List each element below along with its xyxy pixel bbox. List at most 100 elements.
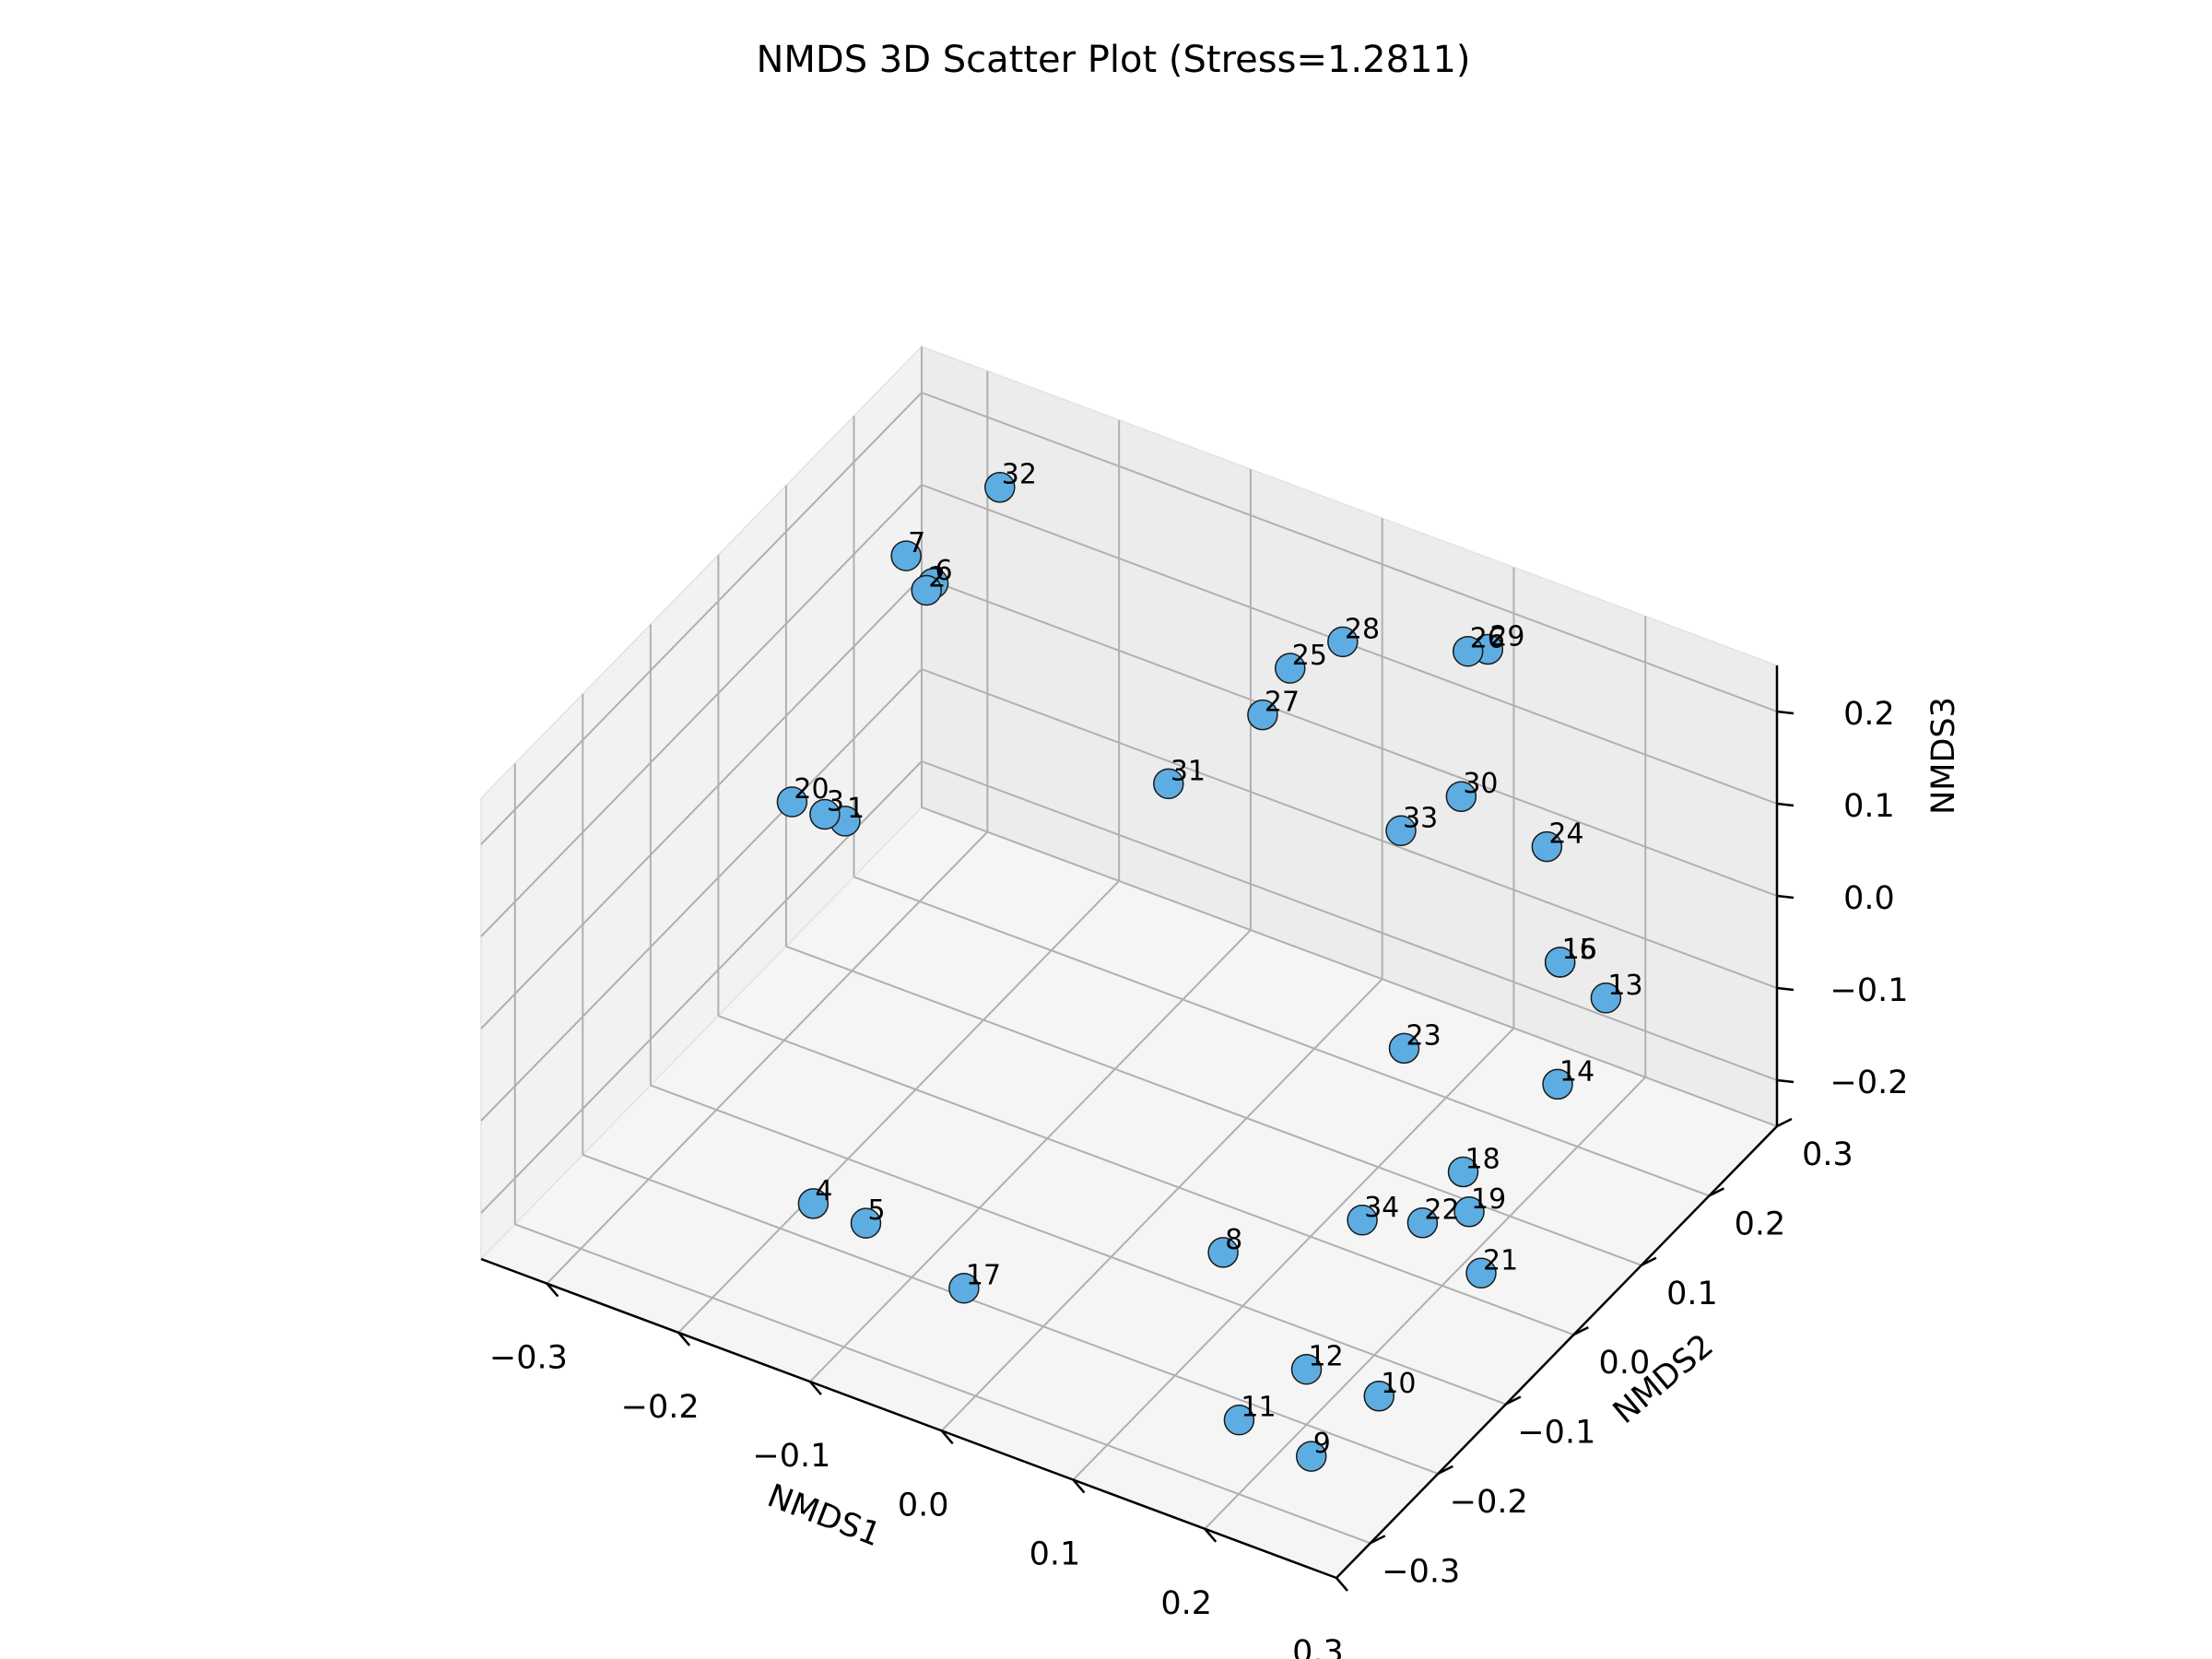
x-tick-label: 0.1: [1030, 1536, 1081, 1573]
point-label-30: 30: [1463, 768, 1498, 800]
gridline-x-floor: [940, 978, 1383, 1432]
point-label-3: 3: [827, 786, 844, 818]
x-tick-mark: [1335, 1577, 1348, 1592]
point-label-12: 12: [1309, 1341, 1344, 1373]
data-point-27: [1247, 699, 1278, 731]
data-point-4: [797, 1188, 830, 1219]
x-tick-label: −0.2: [621, 1389, 700, 1426]
point-label-22: 22: [1424, 1194, 1459, 1227]
z-tick-mark: [1776, 710, 1794, 715]
data-point-10: [1363, 1381, 1395, 1412]
gridline-y-floor: [785, 945, 1642, 1266]
point-label-10: 10: [1381, 1368, 1416, 1400]
gridline-z-left: [480, 576, 923, 1030]
gridline-y-floor: [514, 1223, 1371, 1545]
point-label-31: 31: [1171, 755, 1206, 787]
data-point-7: [890, 540, 922, 571]
y-tick-label: 0.0: [1599, 1345, 1651, 1382]
point-label-29: 29: [1489, 620, 1524, 653]
point-label-5: 5: [867, 1194, 885, 1227]
point-label-16: 16: [1562, 934, 1597, 966]
data-point-17: [948, 1272, 980, 1304]
y-tick-mark: [1437, 1465, 1453, 1476]
y-tick-mark: [1572, 1326, 1589, 1336]
data-point-34: [1347, 1205, 1378, 1236]
gridline-x-floor: [546, 830, 989, 1285]
data-point-5: [850, 1207, 882, 1239]
gridline-z-left: [480, 668, 923, 1122]
point-label-28: 28: [1345, 613, 1380, 645]
z-tick-label: 0.0: [1843, 880, 1895, 917]
point-label-27: 27: [1265, 687, 1300, 719]
data-point-16: [1544, 947, 1576, 978]
point-label-2: 2: [928, 561, 946, 594]
y-tick-mark: [1776, 1117, 1793, 1128]
data-point-31: [1153, 768, 1184, 800]
y-tick-mark: [1370, 1535, 1386, 1545]
gridline-z-back: [921, 392, 1778, 712]
y-axis-line: [1335, 1125, 1778, 1579]
gridline-y-floor: [921, 806, 1778, 1127]
data-point-9: [1295, 1441, 1327, 1472]
data-point-18: [1447, 1156, 1479, 1188]
data-point-30: [1445, 781, 1477, 812]
data-point-20: [776, 786, 808, 818]
gridline-y-floor: [650, 1084, 1507, 1406]
z-tick-mark: [1776, 1078, 1794, 1084]
gridline-z-back: [921, 576, 1778, 897]
chart-title: NMDS 3D Scatter Plot (Stress=1.2811): [756, 39, 1470, 81]
gridline-z-left: [480, 392, 923, 845]
axis-ticks: −0.3−0.2−0.10.00.10.20.3−0.3−0.2−0.10.00…: [489, 696, 1909, 1659]
point-label-24: 24: [1548, 818, 1583, 851]
data-point-13: [1590, 982, 1622, 1014]
x-tick-mark: [677, 1332, 691, 1347]
data-point-32: [984, 471, 1016, 503]
point-label-34: 34: [1364, 1192, 1399, 1224]
point-label-1: 1: [847, 793, 865, 825]
data-point-2: [911, 574, 942, 606]
x-axis-line: [480, 1257, 1337, 1580]
x-tick-label: 0.3: [1292, 1634, 1344, 1659]
gridline-x-floor: [677, 880, 1120, 1334]
gridline-y-floor: [718, 1015, 1574, 1336]
y-tick-mark: [1505, 1395, 1522, 1406]
y-tick-mark: [1708, 1187, 1725, 1197]
x-tick-label: −0.3: [489, 1340, 568, 1377]
y-tick-label: 0.3: [1802, 1136, 1853, 1173]
z-tick-label: −0.2: [1830, 1065, 1909, 1101]
x-tick-mark: [546, 1282, 559, 1298]
gridline-z-left: [480, 484, 923, 937]
data-point-12: [1290, 1353, 1323, 1385]
y-tick-label: 0.1: [1666, 1276, 1718, 1312]
x-tick-label: −0.1: [752, 1438, 830, 1475]
data-point-21: [1465, 1257, 1497, 1289]
point-label-11: 11: [1241, 1392, 1276, 1424]
data-point-33: [1385, 815, 1417, 847]
point-label-6: 6: [935, 555, 953, 587]
point-label-25: 25: [1292, 640, 1327, 672]
gridline-x-floor: [809, 929, 1252, 1382]
point-label-18: 18: [1465, 1144, 1500, 1176]
gridline-y-floor: [853, 876, 1710, 1197]
point-label-7: 7: [908, 527, 925, 559]
z-tick-mark: [1776, 894, 1794, 900]
point-label-26: 26: [1470, 623, 1505, 655]
x-tick-mark: [1204, 1527, 1218, 1543]
z-tick-label: −0.1: [1830, 972, 1909, 1009]
point-label-8: 8: [1225, 1224, 1242, 1256]
data-point-14: [1542, 1068, 1573, 1100]
z-axis-title: NMDS3: [1925, 697, 1962, 815]
x-tick-label: 0.2: [1160, 1585, 1212, 1622]
point-label-15: 15: [1562, 934, 1597, 966]
point-label-21: 21: [1483, 1244, 1518, 1277]
gridline-x-floor: [1204, 1077, 1646, 1530]
y-tick-label: −0.1: [1517, 1415, 1595, 1452]
y-tick-mark: [1641, 1256, 1657, 1266]
x-tick-mark: [1072, 1478, 1086, 1494]
point-label-23: 23: [1406, 1019, 1441, 1052]
x-tick-label: 0.0: [898, 1487, 949, 1524]
data-point-26: [1452, 635, 1484, 667]
z-tick-label: 0.1: [1843, 788, 1895, 825]
